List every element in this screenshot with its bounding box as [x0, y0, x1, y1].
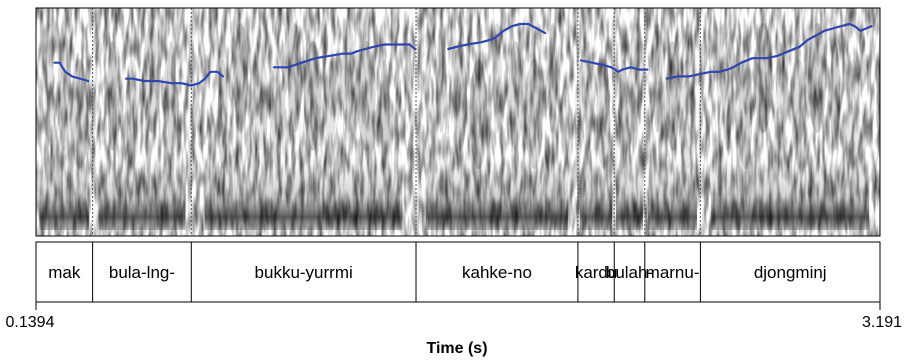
formant-streak: [233, 23, 248, 133]
formant-streak: [325, 59, 336, 169]
x-axis-title: Time (s): [426, 340, 487, 357]
formant-streak: [436, 23, 447, 133]
segment-label: kardu: [575, 263, 618, 282]
segment-label: marnu-: [646, 263, 700, 282]
pitch-segment: [125, 70, 224, 87]
pitch-segment: [665, 22, 873, 80]
tier-frame: [35, 241, 881, 303]
energy-band: [580, 158, 613, 230]
formant-streak: [722, 41, 733, 151]
tier-boundaries: [92, 242, 701, 302]
formant-streak: [583, 41, 594, 151]
formant-streak: [452, 41, 467, 151]
pitch-segment: [579, 59, 649, 73]
annotation-tier: mak bula-lng-bukku-yurrmi kahke-no kardubul…: [35, 241, 881, 303]
formant-streak: [70, 59, 89, 169]
formant-streak: [142, 23, 161, 133]
formant-streak: [776, 41, 787, 151]
spectral-energy: [39, 23, 870, 230]
energy-band: [648, 158, 698, 230]
formant-streak: [808, 23, 827, 133]
formant-streak: [618, 59, 629, 169]
segment-label: bulah-: [606, 263, 653, 282]
energy-band: [98, 158, 186, 230]
segment-label: bukku-yurrmi: [255, 263, 353, 282]
formant-streak: [287, 23, 302, 133]
energy-band: [616, 158, 643, 230]
formant-streak: [57, 41, 72, 151]
energy-band: [425, 158, 569, 230]
segment-label: mak: [48, 263, 81, 282]
segment-label: bula-lng-: [109, 263, 175, 282]
x-start-label: 0.1394: [6, 314, 55, 331]
formant-streak: [596, 59, 611, 169]
formant-streak: [652, 23, 663, 133]
energy-band: [204, 158, 403, 230]
segment-label: kahke-no: [462, 263, 532, 282]
tier-labels: mak bula-lng-bukku-yurrmi kahke-no kardubul…: [48, 263, 826, 282]
formant-streak: [341, 23, 356, 133]
formant-streak: [44, 23, 55, 133]
formant-streak: [303, 41, 322, 151]
spectrogram-frame: [35, 7, 881, 237]
pitch-contour: [53, 22, 873, 87]
formant-streak: [217, 59, 228, 169]
x-end-label: 3.191: [862, 314, 902, 331]
formant-streak: [738, 59, 753, 169]
formant-streak: [792, 59, 807, 169]
formant-streak: [491, 23, 502, 133]
formant-streak: [524, 59, 543, 169]
formant-streak: [271, 59, 282, 169]
formant-streak: [125, 59, 140, 169]
formant-streak: [469, 59, 488, 169]
formant-streak: [249, 41, 268, 151]
energy-band: [39, 158, 90, 230]
segment-label: djongminj: [754, 263, 827, 282]
formant-streak: [107, 41, 118, 151]
energy-band: [711, 158, 870, 230]
formant-streak: [830, 41, 841, 151]
formant-streak: [547, 23, 558, 133]
formant-streak: [628, 23, 643, 133]
formant-streak: [508, 41, 523, 151]
pitch-segment: [53, 61, 90, 83]
spectrogram-boundaries: [92, 8, 701, 236]
formant-streak: [665, 41, 680, 151]
pitch-segment: [272, 43, 417, 69]
pitch-segment: [447, 22, 547, 51]
spectrogram-panel: [36, 8, 880, 236]
formant-streak: [846, 59, 861, 169]
formant-streak: [357, 41, 376, 151]
formant-streak: [379, 59, 390, 169]
formant-streak: [678, 59, 697, 169]
formant-streak: [754, 23, 773, 133]
formant-streak: [166, 41, 177, 151]
